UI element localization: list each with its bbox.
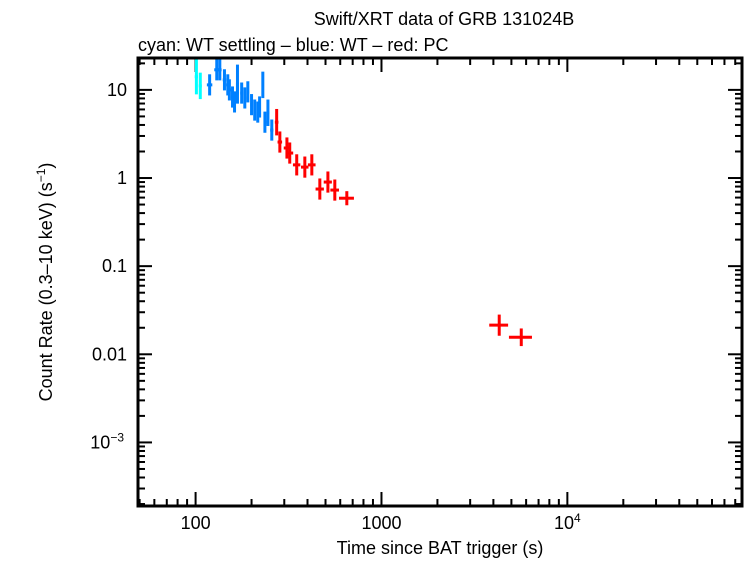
y-axis-label-main: Count Rate (0.3–10 keV) (s	[36, 182, 56, 401]
y-axis-label-sup: −1	[34, 168, 48, 182]
data-point	[246, 81, 250, 103]
data-point	[300, 156, 309, 178]
data-point	[266, 99, 270, 126]
data-point	[323, 171, 332, 193]
data-point	[253, 99, 257, 121]
x-tick-label: 1000	[361, 513, 401, 533]
data-point	[198, 72, 202, 100]
data-point	[233, 91, 237, 113]
data-point	[235, 82, 239, 104]
data-points	[194, 59, 532, 347]
data-point	[339, 191, 354, 206]
data-point	[218, 59, 222, 81]
x-axis-label: Time since BAT trigger (s)	[337, 538, 544, 558]
data-point	[263, 111, 267, 133]
data-point	[261, 71, 265, 99]
y-axis-label-end: )	[36, 163, 56, 169]
data-point	[330, 179, 340, 201]
data-point	[274, 108, 279, 136]
data-point	[258, 96, 262, 118]
data-point	[206, 74, 213, 96]
data-point	[270, 119, 274, 141]
data-point	[240, 82, 244, 104]
data-point	[508, 328, 532, 347]
y-tick-label: 10−3	[90, 430, 124, 452]
chart-subtitle: cyan: WT settling – blue: WT – red: PC	[138, 35, 448, 55]
axis-ticks: 100 1000 104 10 1 0.1 0.01 10−3	[90, 58, 742, 533]
y-tick-label: 0.1	[102, 256, 127, 276]
data-point	[286, 142, 294, 164]
data-point	[307, 154, 316, 176]
chart-title: Swift/XRT data of GRB 131024B	[314, 9, 574, 29]
x-tick-label: 104	[554, 511, 581, 533]
data-point	[194, 59, 198, 95]
data-point	[250, 94, 254, 116]
data-point	[315, 178, 324, 200]
x-tick-label: 100	[181, 513, 211, 533]
y-tick-label: 10	[107, 80, 127, 100]
y-tick-label: 0.01	[92, 344, 127, 364]
data-point	[222, 69, 227, 91]
data-point	[277, 131, 283, 153]
plot-frame	[136, 56, 744, 508]
data-point	[489, 314, 509, 336]
y-tick-label: 1	[117, 168, 127, 188]
y-axis-label: Count Rate (0.3–10 keV) (s−1)	[34, 163, 56, 402]
data-point	[292, 154, 301, 176]
data-point	[243, 87, 247, 109]
data-point	[227, 79, 231, 101]
